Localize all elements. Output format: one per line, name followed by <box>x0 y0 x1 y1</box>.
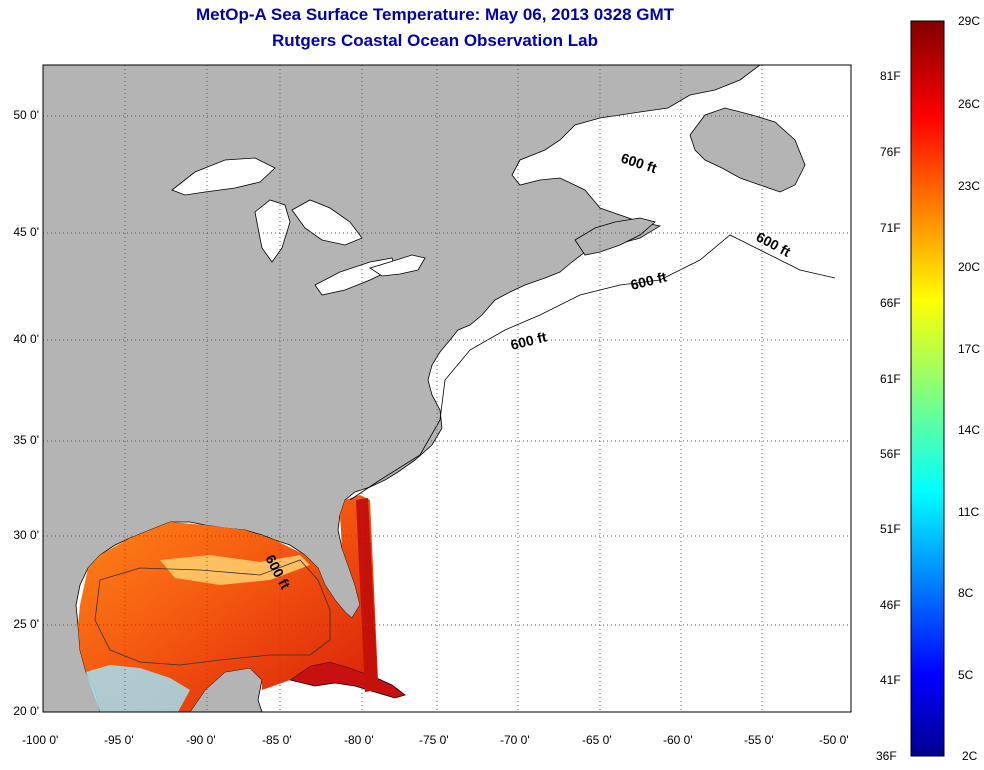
colorbar-fahrenheit-label: 81F <box>880 69 901 83</box>
colorbar-celsius-label: 20C <box>958 260 981 274</box>
cloud-streak <box>160 555 310 585</box>
land-newfoundland <box>689 107 806 193</box>
colorbar-celsius-label: 2C <box>962 749 978 763</box>
colorbar-celsius-label: 26C <box>958 97 981 111</box>
land-nova-scotia <box>574 217 656 256</box>
colorbar-celsius-label: 8C <box>958 586 974 600</box>
y-tick-label: 30 0' <box>13 528 39 542</box>
colorbar-fahrenheit-label: 51F <box>880 522 901 536</box>
x-tick-label: -90 0' <box>186 733 216 747</box>
colorbar-celsius-label: 29C <box>958 14 981 28</box>
colorbar-celsius-label: 17C <box>958 342 981 356</box>
gulf-stream-sst <box>356 498 378 692</box>
colorbar-fahrenheit-label: 56F <box>880 447 901 461</box>
x-tick-label: -95 0' <box>104 733 134 747</box>
map-title: MetOp-A Sea Surface Temperature: May 06,… <box>195 5 675 24</box>
colorbar-fahrenheit-label: 76F <box>880 145 901 159</box>
map-subtitle: Rutgers Coastal Ocean Observation Lab <box>272 31 598 50</box>
x-tick-label: -85 0' <box>262 733 292 747</box>
colorbar-fahrenheit-label: 41F <box>880 673 901 687</box>
colorbar-fahrenheit-label: 71F <box>880 221 901 235</box>
x-tick-label: -80 0' <box>344 733 374 747</box>
y-tick-label: 50 0' <box>13 108 39 122</box>
colorbar-fahrenheit-label: 46F <box>880 598 901 612</box>
y-tick-label: 40 0' <box>13 332 39 346</box>
colorbar-celsius-label: 23C <box>958 179 981 193</box>
colorbar-celsius-label: 14C <box>958 423 981 437</box>
y-tick-label: 25 0' <box>13 617 39 631</box>
x-tick-label: -65 0' <box>582 733 612 747</box>
cloud-patch <box>86 665 190 712</box>
x-tick-label: -100 0' <box>22 733 59 747</box>
colorbar <box>910 20 945 757</box>
great-lakes <box>171 157 426 296</box>
plot-frame <box>42 64 852 713</box>
colorbar-celsius-label: 5C <box>958 668 974 682</box>
isobath-600ft-gulf <box>94 559 331 666</box>
x-tick-label: -70 0' <box>500 733 530 747</box>
y-tick-label: 20 0' <box>13 704 39 718</box>
colorbar-celsius-label: 11C <box>958 505 980 519</box>
y-tick-label: 35 0' <box>13 433 39 447</box>
isobath-600ft <box>349 234 836 501</box>
x-tick-label: -75 0' <box>419 733 449 747</box>
x-tick-label: -50 0' <box>819 733 849 747</box>
colorbar-fahrenheit-label: 36F <box>876 749 897 763</box>
graticule <box>43 65 851 712</box>
x-tick-label: -60 0' <box>663 733 693 747</box>
colorbar-fahrenheit-label: 66F <box>880 296 901 310</box>
gulf-sst <box>78 495 378 712</box>
y-tick-label: 45 0' <box>13 225 39 239</box>
x-tick-label: -55 0' <box>744 733 774 747</box>
colorbar-fahrenheit-label: 61F <box>880 372 901 386</box>
